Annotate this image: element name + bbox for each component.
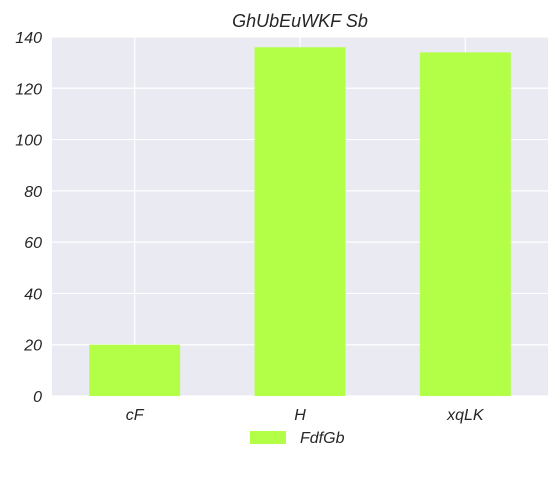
y-tick-label: 20 [23, 338, 42, 355]
y-tick-label: 0 [33, 389, 42, 406]
x-tick-label: xqLK [446, 407, 485, 424]
x-tick-label: H [294, 407, 306, 424]
chart-title: GhUbEuWKF Sb [232, 11, 368, 31]
legend-swatch [250, 431, 286, 444]
x-tick-label: cF [126, 407, 145, 424]
bars [89, 47, 511, 397]
y-tick-label: 60 [24, 235, 42, 252]
y-tick-label: 80 [24, 184, 42, 201]
legend-label: FdfGb [300, 430, 345, 447]
bar-xqlk [419, 52, 511, 397]
y-tick-label: 140 [15, 30, 42, 47]
bar-cf [89, 344, 181, 396]
y-tick-labels: 0 20 40 60 80 100 120 140 [15, 30, 42, 406]
y-tick-label: 120 [15, 81, 42, 98]
y-tick-label: 40 [24, 286, 42, 303]
bar-h [254, 47, 346, 396]
y-tick-label: 100 [15, 133, 42, 150]
legend: FdfGb [250, 430, 345, 447]
